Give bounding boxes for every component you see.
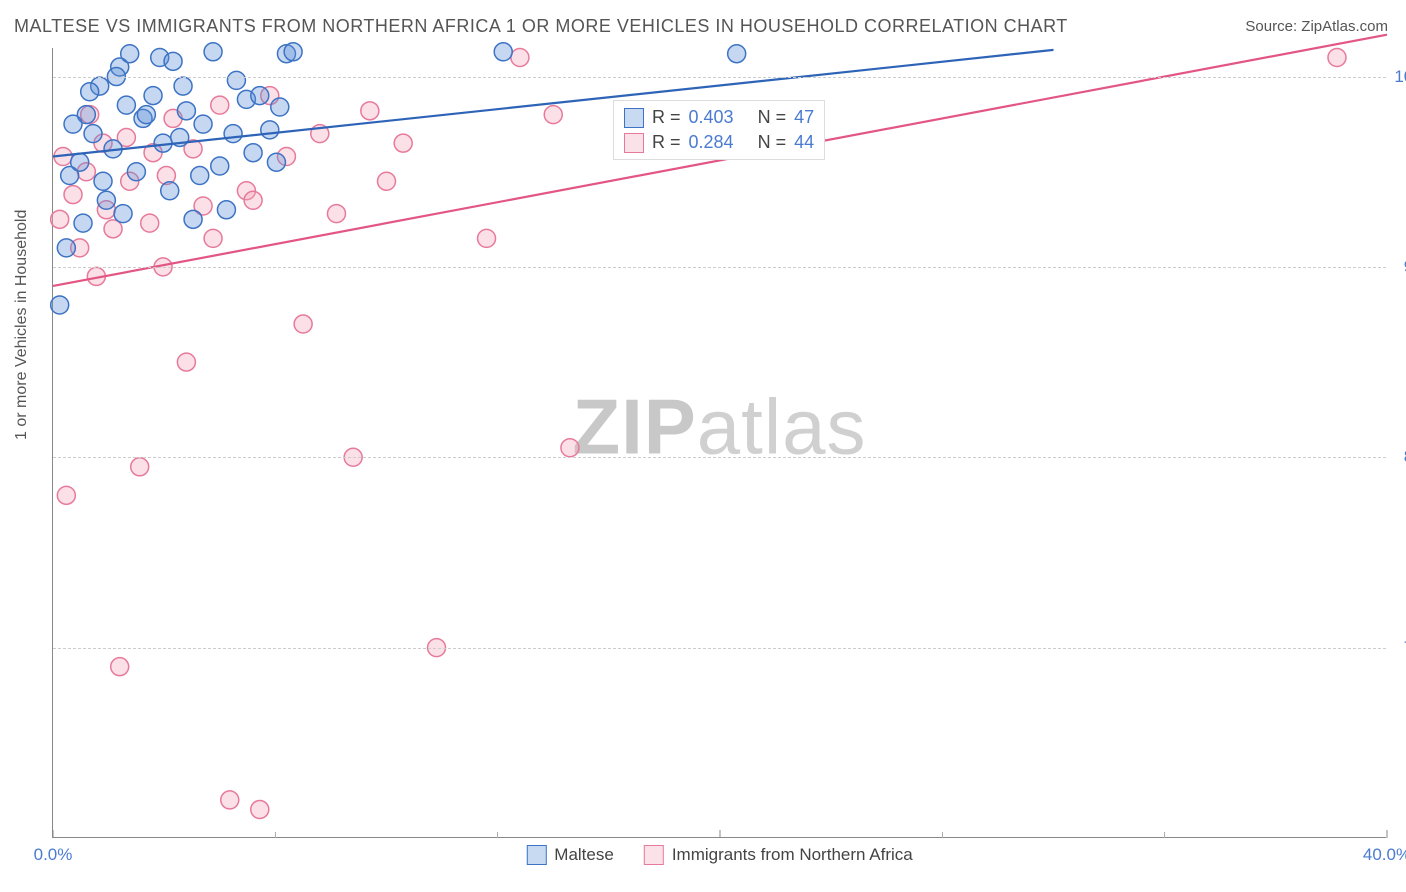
stat-r-label: R =	[652, 107, 681, 128]
scatter-point	[204, 43, 222, 61]
scatter-point	[57, 239, 75, 257]
scatter-point	[294, 315, 312, 333]
scatter-point	[71, 153, 89, 171]
scatter-point	[267, 153, 285, 171]
stats-row: R = 0.403 N = 47	[624, 105, 814, 130]
source-label: Source:	[1245, 18, 1301, 35]
scatter-point	[184, 210, 202, 228]
legend-item: Immigrants from Northern Africa	[644, 845, 913, 865]
legend-swatch	[624, 133, 644, 153]
gridline-horizontal	[53, 267, 1386, 268]
scatter-point	[284, 43, 302, 61]
scatter-point	[561, 439, 579, 457]
stats-legend-box: R = 0.403 N = 47 R = 0.284 N = 44	[613, 100, 825, 160]
scatter-point	[57, 486, 75, 504]
scatter-point	[478, 229, 496, 247]
legend-item: Maltese	[526, 845, 614, 865]
chart-svg	[53, 48, 1386, 837]
scatter-point	[244, 144, 262, 162]
scatter-point	[64, 115, 82, 133]
source-attribution: Source: ZipAtlas.com	[1245, 18, 1388, 35]
scatter-point	[97, 191, 115, 209]
scatter-point	[251, 800, 269, 818]
scatter-point	[251, 87, 269, 105]
scatter-point	[177, 102, 195, 120]
scatter-point	[111, 658, 129, 676]
scatter-point	[141, 214, 159, 232]
scatter-point	[728, 45, 746, 63]
gridline-horizontal	[53, 457, 1386, 458]
legend-swatch	[644, 845, 664, 865]
scatter-point	[117, 96, 135, 114]
legend-label: Maltese	[554, 845, 614, 865]
scatter-point	[74, 214, 92, 232]
scatter-point	[84, 125, 102, 143]
stat-n-value: 47	[794, 107, 814, 128]
legend-swatch	[526, 845, 546, 865]
scatter-point	[194, 115, 212, 133]
scatter-point	[131, 458, 149, 476]
chart-plot-area: ZIPatlas R =0.403N =47R =0.284N =44 Malt…	[52, 48, 1386, 838]
x-tick-label: 40.0%	[1363, 845, 1406, 865]
scatter-point	[204, 229, 222, 247]
y-axis-title: 1 or more Vehicles in Household	[13, 210, 31, 440]
scatter-point	[161, 182, 179, 200]
stat-r-label: R =	[652, 132, 681, 153]
scatter-point	[81, 83, 99, 101]
gridline-horizontal	[53, 77, 1386, 78]
scatter-point	[361, 102, 379, 120]
legend-label: Immigrants from Northern Africa	[672, 845, 913, 865]
scatter-point	[224, 125, 242, 143]
scatter-point	[191, 167, 209, 185]
scatter-point	[494, 43, 512, 61]
trend-line	[53, 50, 1054, 157]
scatter-point	[114, 205, 132, 223]
scatter-point	[127, 163, 145, 181]
scatter-point	[271, 98, 289, 116]
scatter-point	[51, 296, 69, 314]
scatter-point	[261, 121, 279, 139]
scatter-point	[177, 353, 195, 371]
scatter-point	[327, 205, 345, 223]
chart-title: MALTESE VS IMMIGRANTS FROM NORTHERN AFRI…	[14, 16, 1068, 37]
scatter-point	[211, 96, 229, 114]
scatter-point	[64, 186, 82, 204]
scatter-point	[217, 201, 235, 219]
stat-n-value: 44	[794, 132, 814, 153]
scatter-point	[544, 106, 562, 124]
scatter-point	[221, 791, 239, 809]
scatter-point	[227, 71, 245, 89]
scatter-point	[94, 172, 112, 190]
stat-r-value: 0.284	[689, 132, 734, 153]
legend-swatch	[624, 108, 644, 128]
gridline-horizontal	[53, 648, 1386, 649]
stat-n-label: N =	[758, 132, 787, 153]
scatter-point	[211, 157, 229, 175]
scatter-point	[144, 87, 162, 105]
series-legend: Maltese Immigrants from Northern Africa	[526, 845, 912, 865]
stats-row: R = 0.284 N = 44	[624, 130, 814, 155]
x-tick-label: 0.0%	[34, 845, 73, 865]
scatter-point	[174, 77, 192, 95]
scatter-point	[244, 191, 262, 209]
scatter-point	[121, 45, 139, 63]
scatter-point	[511, 49, 529, 67]
scatter-point	[51, 210, 69, 228]
scatter-point	[394, 134, 412, 152]
stat-n-label: N =	[758, 107, 787, 128]
stat-r-value: 0.403	[689, 107, 734, 128]
source-name: ZipAtlas.com	[1301, 18, 1388, 35]
scatter-point	[137, 106, 155, 124]
scatter-point	[164, 52, 182, 70]
y-tick-label: 100.0%	[1394, 67, 1406, 87]
scatter-point	[378, 172, 396, 190]
scatter-point	[1328, 49, 1346, 67]
